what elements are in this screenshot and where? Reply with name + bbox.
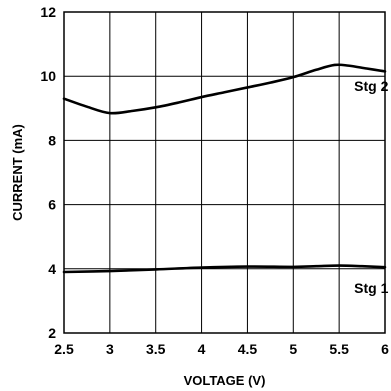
x-tick-label: 3.5 [146, 341, 166, 357]
x-tick-label: 3 [106, 341, 114, 357]
y-tick-label: 8 [48, 132, 56, 148]
plot-frame [63, 11, 386, 334]
y-tick-label: 10 [40, 68, 56, 84]
y-tick-label: 6 [48, 197, 56, 213]
series-line-stg-1 [62, 264, 387, 274]
x-tick-label: 5.5 [329, 341, 349, 357]
y-axis-title: CURRENT (mA) [10, 124, 25, 221]
y-tick-labels: 2 4 6 8 10 12 [40, 4, 56, 341]
x-tick-label: 4 [198, 341, 206, 357]
y-tick-label: 12 [40, 4, 56, 20]
series-line-stg-2 [62, 63, 387, 115]
series-labels: Stg 2 Stg 1 [354, 78, 388, 296]
y-tick-label: 4 [48, 261, 56, 277]
grid [64, 12, 385, 333]
x-tick-label: 2.5 [54, 341, 74, 357]
series-label: Stg 2 [354, 78, 388, 94]
x-tick-labels: 2.5 3 3.5 4 4.5 5 5.5 6 [54, 341, 389, 357]
x-tick-label: 4.5 [238, 341, 258, 357]
x-tick-label: 5 [289, 341, 297, 357]
x-tick-label: 6 [381, 341, 389, 357]
series-lines [62, 63, 387, 274]
y-tick-label: 2 [48, 325, 56, 341]
series-label: Stg 1 [354, 280, 388, 296]
x-axis-title: VOLTAGE (V) [184, 373, 266, 388]
